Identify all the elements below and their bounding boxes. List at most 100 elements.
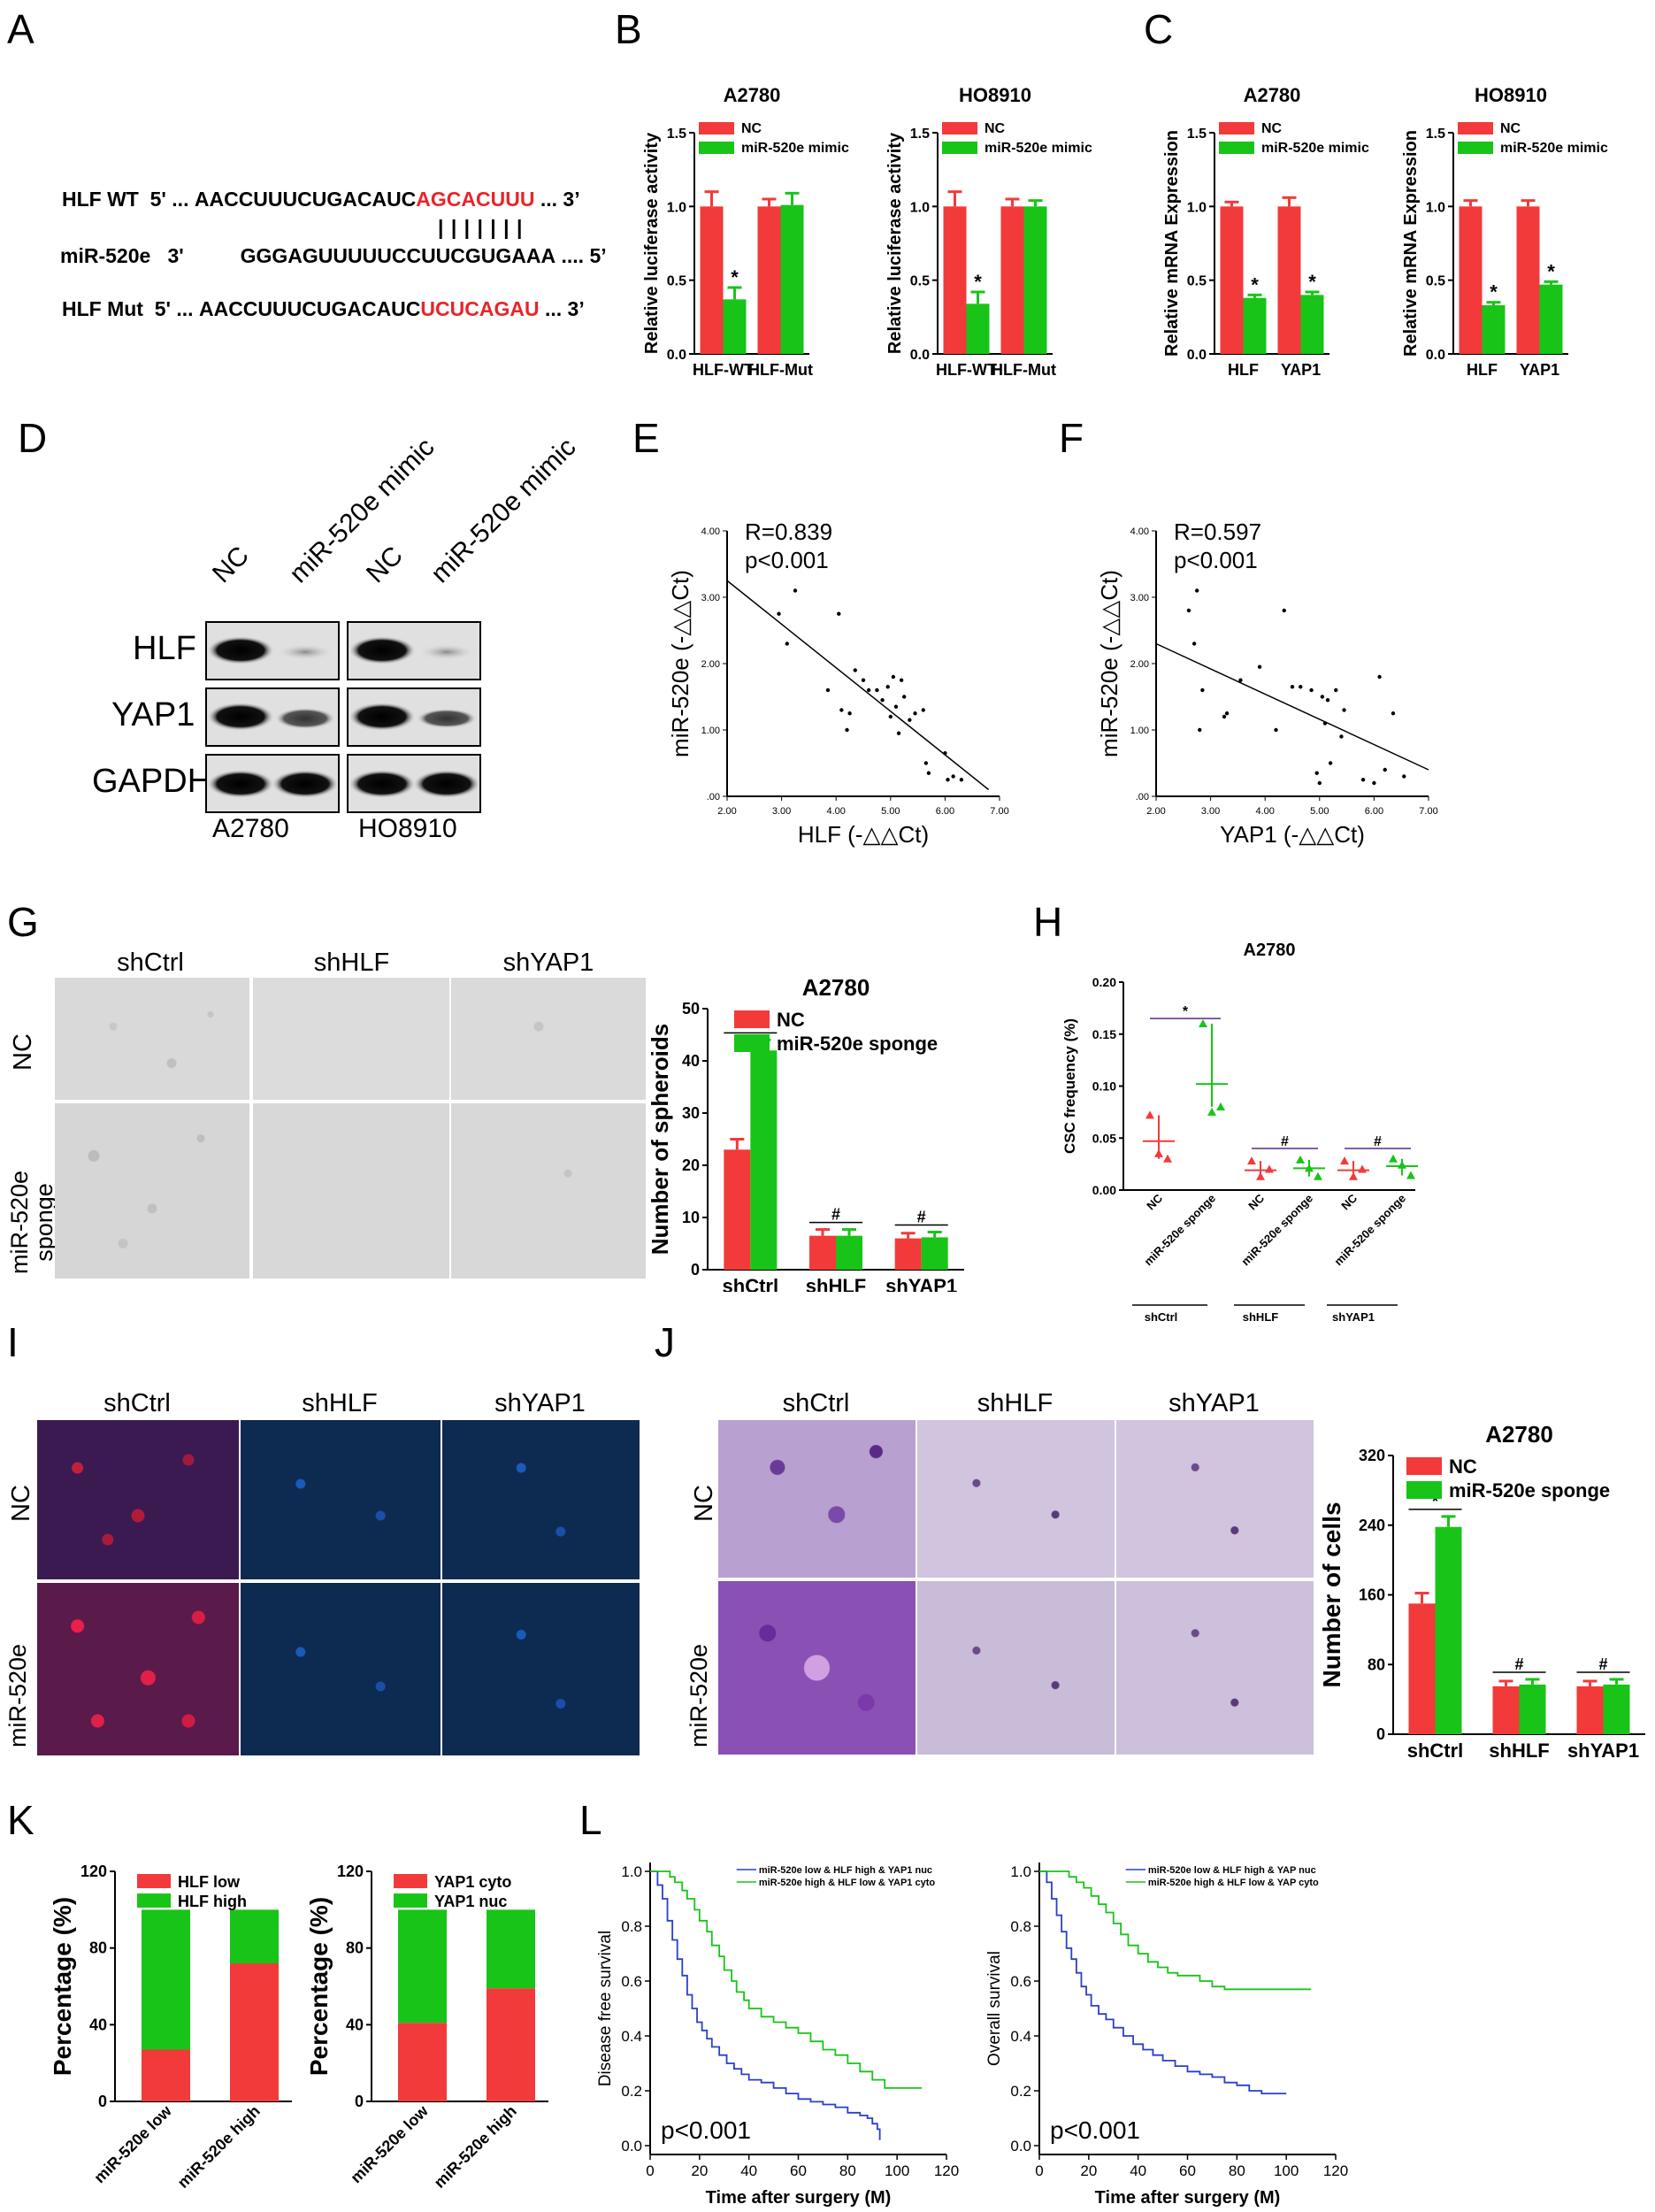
- bar: [723, 299, 747, 354]
- significance-mark: #: [1598, 1655, 1607, 1673]
- bar: [1482, 305, 1506, 354]
- data-point: [1328, 761, 1333, 765]
- y-tick-label: 0.6: [621, 1973, 642, 1990]
- panel-label-b: B: [615, 6, 642, 52]
- legend-label: NC: [1261, 121, 1283, 136]
- bar: [836, 1235, 862, 1270]
- y-tick-label: .00: [707, 792, 720, 803]
- bar-segment: [142, 1909, 190, 2050]
- significance-mark: *: [1490, 281, 1498, 303]
- data-point: [1247, 1156, 1256, 1165]
- stat-r: R=0.597: [1174, 518, 1261, 545]
- group-label: shHLF: [1243, 1310, 1279, 1324]
- bar: [809, 1235, 836, 1270]
- bar: [943, 206, 967, 354]
- x-tick-label: YAP1: [1281, 361, 1321, 379]
- y-axis-label: miR-520e (-△△Ct): [667, 570, 693, 757]
- y-tick-label: 3.00: [701, 593, 720, 603]
- seq-end: ... 3’: [544, 297, 585, 320]
- y-axis-label: Overall survival: [985, 1951, 1004, 2066]
- data-point: [1282, 608, 1286, 613]
- row-label: NC: [690, 1485, 718, 1522]
- x-tick-label: NC: [1338, 1191, 1360, 1212]
- data-point: [777, 611, 781, 616]
- transwell-shyap1-nc: [1116, 1420, 1314, 1578]
- chart-e-scatter: 2.00 3.00 4.00 5.00 6.00 7.00 .00 1.00 2.00 3.00 4…: [667, 518, 1009, 848]
- legend-swatch: [699, 122, 734, 134]
- y-tick-label: 1.00: [1130, 726, 1149, 736]
- y-tick-label: 40: [682, 1052, 700, 1070]
- x-tick-label: miR-520e low: [90, 2101, 175, 2186]
- seq-row-hlf-wt: HLF WT 5' ... AACCUUUCUGACAUCAGCACUUU ..…: [62, 188, 580, 211]
- y-tick-label: 0.20: [1092, 975, 1116, 989]
- data-point: [847, 711, 852, 716]
- significance-mark: #: [1281, 1134, 1289, 1149]
- legend-swatch: [942, 142, 977, 154]
- legend-label: miR-520e sponge: [1449, 1479, 1610, 1502]
- legend-label: miR-520e low & HLF high & YAP nuc: [1148, 1865, 1316, 1876]
- x-tick-label: NC: [1245, 1191, 1267, 1212]
- data-point: [1309, 687, 1314, 693]
- bar: [1300, 295, 1324, 354]
- significance-mark: *: [1432, 1493, 1438, 1510]
- data-point: [926, 771, 931, 775]
- chart-title: HO8910: [959, 84, 1031, 106]
- chart-j-cells: A2780 0 80 160 240 320 Number of cells shCtrl * s…: [1318, 1421, 1645, 1762]
- legend-swatch: [734, 1034, 770, 1052]
- data-point: [861, 678, 866, 682]
- x-axis-label: YAP1 (-△△Ct): [1220, 821, 1365, 848]
- y-tick-label: 2.00: [1130, 659, 1149, 670]
- y-tick-label: 0.4: [1010, 2028, 1031, 2045]
- group-label: shYAP1: [1332, 1310, 1375, 1324]
- data-point: [943, 751, 947, 756]
- data-point: [785, 641, 789, 646]
- panel-label-h: H: [1033, 899, 1063, 945]
- x-tick-label: 4.00: [1255, 806, 1274, 817]
- data-point: [825, 687, 831, 693]
- y-tick-label: 0.0: [910, 348, 930, 363]
- seq-red: AGCACUUU: [416, 188, 535, 211]
- y-tick-label: 0.2: [1010, 2083, 1031, 2100]
- x-tick-label: 40: [1130, 2162, 1146, 2179]
- wb-col-label: miR-520e mimic: [425, 432, 582, 589]
- x-tick-label: 3.00: [772, 806, 791, 817]
- survival-curve: [650, 1870, 923, 2089]
- y-tick-label: 0.5: [1187, 274, 1207, 289]
- data-point: [845, 727, 849, 733]
- x-tick-label: shYAP1: [885, 1275, 957, 1292]
- data-point: [1402, 774, 1406, 779]
- p-value: p<0.001: [1050, 2116, 1140, 2144]
- y-tick-label: 0.00: [1092, 1183, 1116, 1197]
- bar: [1277, 206, 1301, 354]
- transwell-shctrl-sponge: [718, 1581, 916, 1755]
- y-tick-label: 0.10: [1092, 1079, 1116, 1094]
- seq-dots: ...: [172, 188, 189, 211]
- y-axis-label: Number of spheroids: [650, 1024, 673, 1255]
- y-tick-label: 0: [355, 2093, 364, 2110]
- seq-dots: ...: [176, 297, 194, 320]
- bar-segment: [398, 1909, 447, 2024]
- y-tick-label: 40: [89, 2016, 107, 2033]
- data-point: [1145, 1110, 1154, 1119]
- significance-mark: *: [1251, 273, 1259, 296]
- legend-swatch: [1219, 122, 1254, 134]
- seq-row-mir520e: miR-520e 3' GGGAGUUUUUCCUUCGUGAAA .... 5…: [60, 244, 607, 268]
- x-tick-label: shHLF: [1489, 1740, 1549, 1762]
- col-label: shYAP1: [502, 949, 594, 977]
- y-tick-label: 0.4: [621, 2028, 642, 2045]
- panel-label-k: K: [7, 1797, 34, 1843]
- bar: [894, 1238, 922, 1270]
- data-point: [1222, 714, 1227, 719]
- y-tick-label: 0.0: [667, 348, 686, 363]
- bar: [757, 206, 781, 354]
- data-point: [1340, 1156, 1349, 1165]
- x-tick-label: HLF-Mut: [748, 361, 813, 379]
- y-tick-label: 80: [89, 1939, 107, 1957]
- data-point: [1257, 664, 1262, 669]
- y-axis-label: Relative mRNA Expression: [1162, 130, 1182, 357]
- bar-segment: [487, 1988, 535, 2101]
- y-tick-label: 1.5: [667, 127, 686, 142]
- bar: [1576, 1686, 1604, 1734]
- x-tick-label: miR-520e high: [431, 2102, 520, 2192]
- data-point: [1317, 780, 1322, 786]
